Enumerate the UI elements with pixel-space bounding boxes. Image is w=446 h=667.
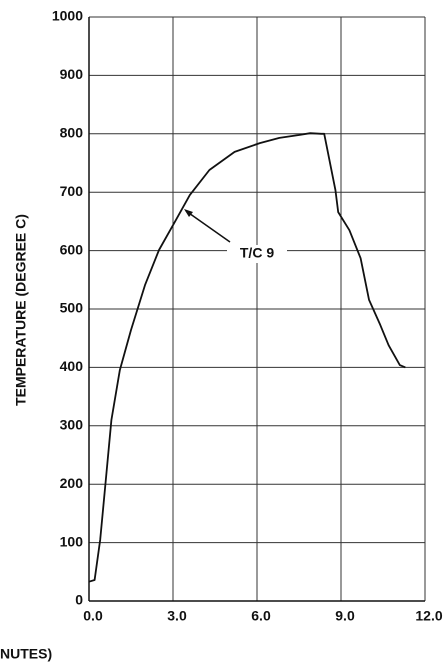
y-axis-label: TEMPERATURE (DEGREE C) <box>13 214 29 406</box>
arrow-head <box>184 209 193 217</box>
y-tick-label: 300 <box>60 417 84 433</box>
y-tick-label: 100 <box>60 533 84 549</box>
x-tick-label: 6.0 <box>251 608 271 624</box>
data-line <box>88 132 406 583</box>
x-tick-label: 12.0 <box>415 608 442 624</box>
y-tick-label: 900 <box>60 66 84 82</box>
y-tick-label: 600 <box>60 241 84 257</box>
x-tick-label: 9.0 <box>335 608 355 624</box>
y-tick-label: 0 <box>75 592 83 608</box>
x-tick-label: 3.0 <box>167 608 187 624</box>
x-axis-label: NUTES) <box>0 646 52 662</box>
y-tick-label: 1000 <box>52 8 83 24</box>
y-tick-label: 700 <box>60 183 84 199</box>
x-tick-label: 0.0 <box>83 608 103 624</box>
annotation-bg <box>227 245 287 263</box>
annotation-arrow <box>185 210 231 243</box>
y-tick-label: 500 <box>60 300 84 316</box>
y-tick-label: 800 <box>60 125 84 141</box>
y-tick-label: 200 <box>60 475 84 491</box>
annotation: T/C 9 <box>240 245 274 261</box>
y-tick-label: 400 <box>60 358 84 374</box>
